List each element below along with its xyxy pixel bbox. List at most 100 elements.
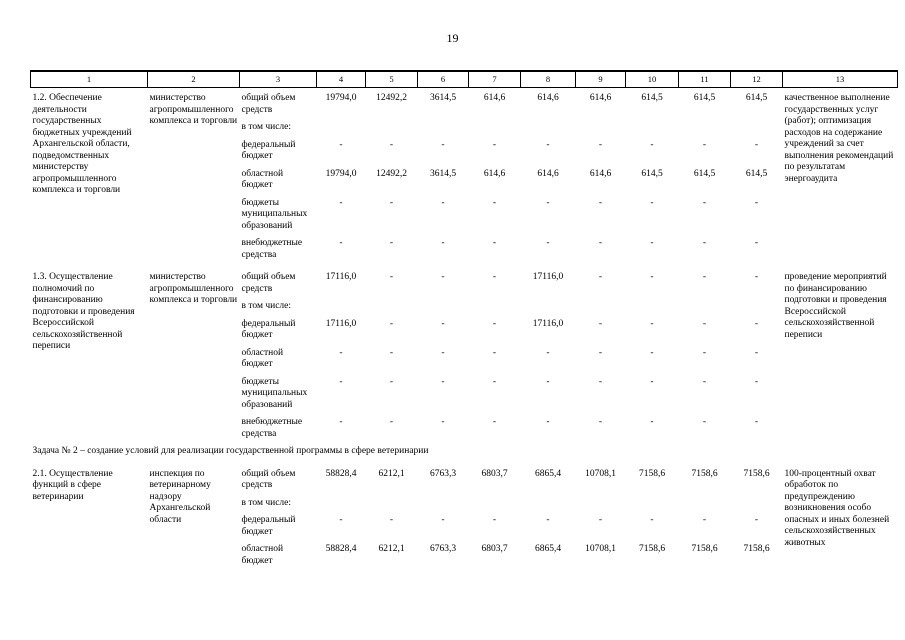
funding-row: областной бюджет 58828,4 6212,1 6763,3 6803,… [31, 544, 898, 573]
funding-value-cell: - [598, 417, 603, 427]
funding-value-cell [521, 498, 576, 516]
funding-value-cell [366, 498, 418, 516]
program-table: 1 2 3 4 5 6 7 8 9 10 11 12 13 1.2. Обеспечение деяте… [30, 70, 898, 573]
funding-value-cell: 3614,5 [429, 168, 457, 179]
funding-value-cell: 6212,1 [378, 468, 405, 479]
funding-value-cell: - [650, 139, 654, 150]
funding-value-cell: - [702, 238, 707, 248]
funding-value-cell: 7158,6 [638, 468, 666, 479]
activity-name-cell: 1.3. Осуществление полномочий по финанси… [32, 272, 135, 351]
program-table-body: 1.2. Обеспечение деятельности государств… [31, 88, 898, 574]
funding-value-cell: - [598, 376, 603, 387]
funding-value-cell [366, 301, 418, 319]
funding-value-cell: 19794,0 [325, 168, 357, 179]
column-number-cell: 9 [575, 70, 626, 88]
funding-value-cell: - [650, 238, 654, 248]
funding-value-cell: - [650, 197, 654, 208]
column-number-cell: 1 [30, 70, 148, 88]
expected-result-cell: 100-процентный охват обработок по предуп… [784, 468, 890, 548]
funding-value-cell: 614,6 [537, 93, 559, 103]
funding-value-cell: - [650, 417, 654, 427]
funding-value-cell: - [339, 238, 343, 248]
funding-value-cell: 10708,1 [585, 544, 616, 554]
funding-value-cell [521, 301, 576, 319]
column-number-cell: 6 [417, 70, 469, 88]
funding-value-cell: - [339, 139, 343, 150]
funding-row: в том числе: [31, 122, 898, 140]
funding-value-cell: - [598, 197, 603, 208]
funding-row: в том числе: [31, 498, 898, 516]
column-number-cell: 12 [730, 70, 783, 88]
funding-value-cell: 7158,6 [743, 544, 770, 554]
funding-value-cell: - [702, 139, 707, 150]
funding-value-cell [679, 301, 731, 319]
column-number-cell: 10 [625, 70, 679, 88]
funding-source-cell: областной бюджет [241, 544, 284, 566]
funding-value-cell: 12492,2 [376, 93, 407, 103]
funding-value-cell: 6803,7 [481, 468, 508, 479]
funding-source-cell: в том числе: [241, 301, 292, 311]
funding-value-cell: - [650, 515, 654, 525]
funding-row: 2.1. Осуществление функций в сфере ветер… [31, 464, 898, 548]
funding-value-cell: 17116,0 [325, 272, 357, 282]
funding-source-cell: в том числе: [241, 497, 292, 508]
funding-source-cell: общий объем средств [241, 272, 296, 294]
funding-value-cell: - [339, 197, 343, 208]
funding-source-cell: федеральный бюджет [241, 515, 296, 537]
funding-source-cell: областной бюджет [241, 347, 284, 370]
funding-value-cell: - [441, 238, 445, 248]
funding-value-cell: 6763,3 [429, 468, 457, 479]
funding-value-cell: - [598, 515, 603, 525]
funding-source-cell: в том числе: [241, 122, 292, 132]
funding-value-cell: - [389, 197, 394, 208]
funding-value-cell: - [754, 417, 759, 427]
funding-value-cell: - [598, 318, 603, 329]
funding-value-cell: 614,5 [641, 168, 663, 179]
funding-row: федеральный бюджет 17116,0 - - - 17116,0 - - - - [31, 319, 898, 348]
funding-value-cell: - [441, 347, 445, 358]
funding-row: 1.3. Осуществление полномочий по финанси… [31, 267, 898, 351]
funding-value-cell: 614,5 [693, 168, 716, 179]
funding-value-cell: - [598, 238, 603, 248]
funding-value-cell: - [754, 376, 759, 387]
funding-value-cell [469, 122, 521, 140]
funding-value-cell: - [441, 272, 445, 282]
funding-value-cell: - [598, 139, 603, 150]
funding-value-cell: - [598, 347, 603, 358]
page-number: 19 [446, 31, 459, 45]
expected-result-cell: качественное выполнение государственных … [784, 93, 894, 184]
funding-value-cell: - [702, 197, 707, 208]
funding-value-cell [626, 498, 679, 516]
funding-source-cell: внебюджетные средства [241, 238, 303, 260]
funding-source-cell: общий объем средств [241, 468, 296, 491]
funding-value-cell [731, 122, 783, 140]
funding-value-cell: - [702, 318, 707, 329]
funding-row: федеральный бюджет - - - - - - - - - [31, 140, 898, 169]
funding-value-cell [576, 122, 626, 140]
funding-row: бюджеты муниципальных образований - - - - - - -… [31, 198, 898, 239]
column-number-cell: 13 [782, 70, 898, 88]
funding-value-cell: - [492, 376, 497, 387]
funding-value-cell: - [339, 417, 343, 427]
funding-value-cell: 6803,7 [481, 544, 508, 554]
funding-value-cell: 12492,2 [376, 168, 407, 179]
funding-value-cell [679, 498, 731, 516]
funding-row: внебюджетные средства - - - - - - - - - [31, 238, 898, 267]
funding-value-cell: - [754, 272, 759, 282]
funding-value-cell: 6865,4 [534, 468, 562, 479]
column-number-cell: 5 [365, 70, 418, 88]
funding-value-cell: - [492, 347, 497, 358]
funding-value-cell: - [339, 376, 343, 387]
funding-value-cell: - [546, 376, 550, 387]
funding-value-cell [469, 301, 521, 319]
funding-value-cell: 17116,0 [325, 318, 357, 329]
funding-row: бюджеты муниципальных образований - - - - - - -… [31, 377, 898, 418]
funding-value-cell: 7158,6 [691, 468, 718, 479]
funding-value-cell: 614,5 [693, 93, 716, 103]
funding-value-cell: - [754, 139, 759, 150]
funding-source-cell: бюджеты муниципальных образований [241, 376, 308, 410]
funding-value-cell [679, 122, 731, 140]
funding-value-cell: - [702, 515, 707, 525]
funding-value-cell: - [441, 139, 445, 150]
